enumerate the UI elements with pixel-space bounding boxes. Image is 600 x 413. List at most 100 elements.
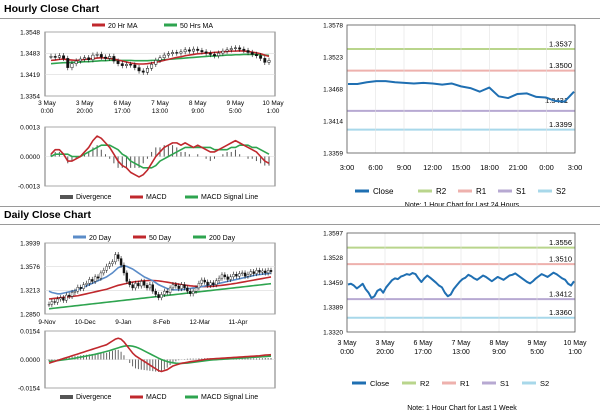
candle-body xyxy=(203,279,206,283)
daily-title-divider xyxy=(0,224,600,225)
candle-body xyxy=(108,263,111,267)
candle-body xyxy=(111,261,114,264)
candle-body xyxy=(148,284,152,289)
candle-body xyxy=(104,56,107,59)
candle-body xyxy=(266,270,270,274)
hourly-xtick-time: 17:00 xyxy=(114,108,131,115)
daily-xtick-label: 12-Mar xyxy=(190,319,211,326)
hourly24-xtick-label: 3:00 xyxy=(568,163,583,172)
daily-price-ytick-label: 1.2850 xyxy=(20,311,40,318)
candle-body xyxy=(108,56,112,59)
plot-frame xyxy=(44,31,276,97)
candle-body xyxy=(191,290,195,294)
macd-line xyxy=(50,135,270,178)
plot-frame xyxy=(346,24,576,154)
candle-body xyxy=(133,64,137,68)
candle-body xyxy=(66,58,70,68)
weekly-xtick-date: 6 May xyxy=(413,340,433,347)
candle-body xyxy=(229,276,232,280)
candle-body xyxy=(134,283,137,289)
candle-body xyxy=(238,47,242,50)
ma200-line xyxy=(48,282,272,310)
hourly-close-24h-chart: 1.3578 1.3523 1.3468 1.3414 1.3359 1.3537 1.35… xyxy=(323,22,583,209)
weekly-xtick-time: 5:00 xyxy=(530,349,544,356)
candle-body xyxy=(196,48,200,51)
legend-label-macd: MACD xyxy=(146,394,167,401)
weekly-xtick-date: 7 May xyxy=(451,340,471,347)
hourly24-xtick-label: 6:00 xyxy=(368,163,383,172)
weekly-xtick-time: 9:00 xyxy=(492,349,506,356)
candle-body xyxy=(78,58,82,62)
candle-body xyxy=(74,60,78,64)
candle-body xyxy=(212,282,215,285)
candle-body xyxy=(85,283,88,285)
candle-body xyxy=(187,49,191,52)
hourly-price-ytick-label: 1.3354 xyxy=(20,93,40,100)
ma50-line xyxy=(48,276,272,300)
h-right-ytick-label: 1.3578 xyxy=(323,22,343,29)
candle-body xyxy=(200,279,204,284)
daily-price-chart: 20 Day 50 Day 200 Day 1.3939 1.3576 1.3213… xyxy=(20,235,276,326)
candle-body xyxy=(261,270,264,273)
candle-body xyxy=(120,63,124,66)
legend-label-ma20: 20 Hr MA xyxy=(108,23,138,30)
level-label-r2: 1.3556 xyxy=(549,238,572,247)
candle-body xyxy=(194,287,198,292)
weekly-xtick-time: 0:00 xyxy=(340,349,354,356)
candle-body xyxy=(229,48,233,51)
chart-note: Note: 1 Hour Chart for Last 1 Week xyxy=(407,405,517,412)
macd-signal-line xyxy=(48,345,272,365)
weekly-xtick-date: 10 May xyxy=(564,340,587,347)
candle-body xyxy=(217,277,221,281)
legend-label-s2: S2 xyxy=(540,379,549,388)
d-right-ytick-label: 1.3597 xyxy=(323,230,343,237)
candle-body xyxy=(171,284,175,289)
weekly-xtick-time: 13:00 xyxy=(452,349,470,356)
candle-body xyxy=(235,274,238,277)
candle-body xyxy=(177,285,180,289)
candle-body xyxy=(200,50,204,53)
candle-body xyxy=(221,50,225,54)
candle-body xyxy=(62,297,65,301)
daily-xtick-label: 10-Dec xyxy=(75,319,97,326)
candle-body xyxy=(93,276,97,282)
candle-body xyxy=(254,54,258,57)
daily-price-ytick-label: 1.3939 xyxy=(20,240,40,247)
candle-body xyxy=(76,287,80,292)
hourly-price-ytick-label: 1.3419 xyxy=(20,72,40,79)
candle-body xyxy=(128,281,131,285)
candle-body xyxy=(240,272,244,274)
legend-label-s2: S2 xyxy=(556,187,566,196)
h-right-ytick-label: 1.3414 xyxy=(323,118,343,125)
candle-body xyxy=(269,270,273,272)
candle-body xyxy=(255,270,258,274)
legend-label-signal: MACD Signal Line xyxy=(201,394,258,401)
weekly-xtick-time: 17:00 xyxy=(414,349,432,356)
candle-body xyxy=(259,55,263,59)
weekly-xtick-date: 3 May xyxy=(337,340,357,347)
candle-body xyxy=(114,254,117,263)
macd-line xyxy=(48,337,272,373)
legend-label-r2: R2 xyxy=(420,379,430,388)
candle-body xyxy=(162,54,166,58)
daily-xtick-label: 9-Nov xyxy=(38,319,56,326)
d-right-ytick-label: 1.3389 xyxy=(323,305,343,312)
weekly-xtick-time: 20:00 xyxy=(376,349,394,356)
candle-body xyxy=(166,53,170,56)
candle-body xyxy=(73,290,77,293)
candle-body xyxy=(91,54,95,60)
candle-body xyxy=(59,297,62,300)
weekly-xtick-date: 8 May xyxy=(489,340,509,347)
hourly-xtick-time: 0:00 xyxy=(41,108,54,115)
close-line xyxy=(347,271,575,300)
hourly-xtick-date: 10 May xyxy=(262,100,284,107)
hourly24-xtick-label: 0:00 xyxy=(539,163,554,172)
candle-body xyxy=(137,67,141,72)
candle-body xyxy=(206,281,209,286)
legend-label-macd: MACD xyxy=(146,194,167,201)
daily-macd-chart: 0.0154 0.0000 -0.0154 Divergence MACD MACD… xyxy=(18,328,276,401)
weekly-xtick-time: 1:00 xyxy=(568,349,582,356)
candle-body xyxy=(145,68,149,73)
candle-body xyxy=(186,287,189,292)
hourly-price-ytick-label: 1.3548 xyxy=(20,29,40,36)
